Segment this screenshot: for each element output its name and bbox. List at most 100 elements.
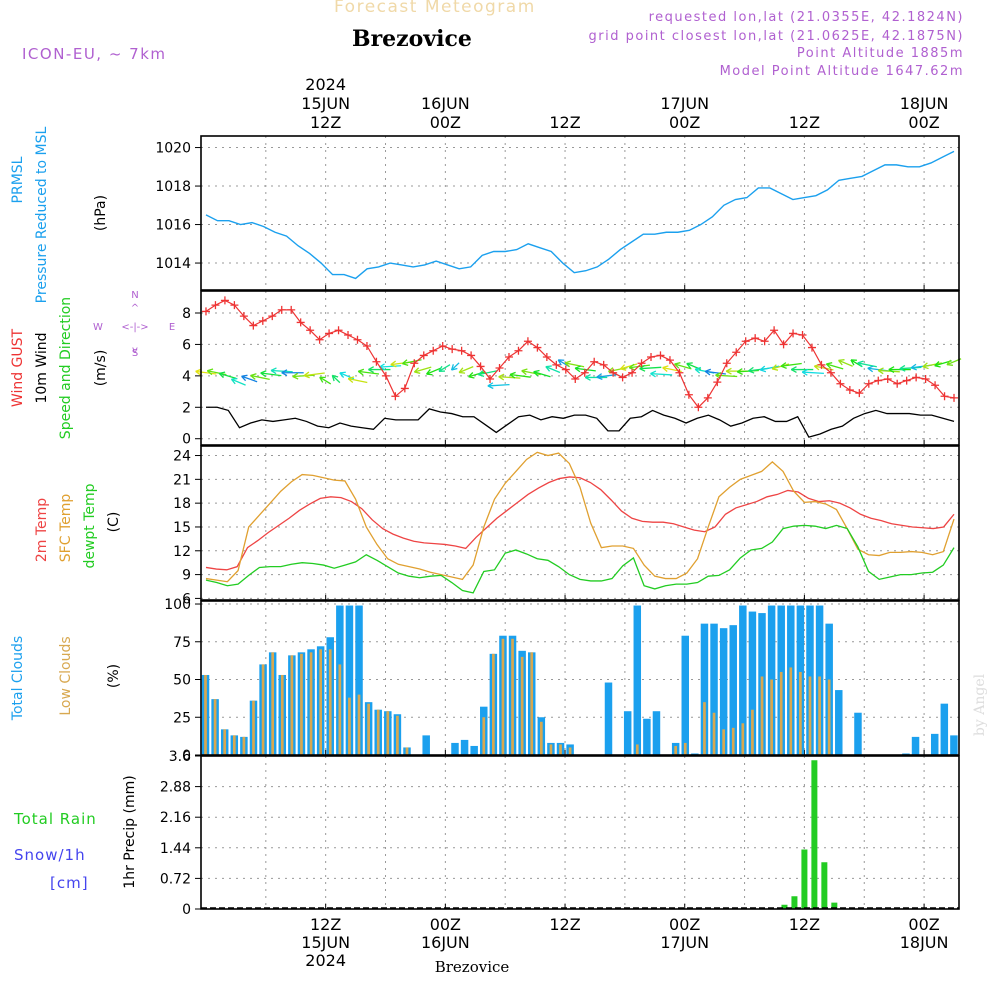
wind-arrow-head: [509, 374, 516, 379]
wind-arrow-head: [934, 361, 940, 367]
top-axis-date: 15JUN: [301, 94, 350, 113]
wind-arrow-head: [426, 373, 433, 376]
wind-arrow: [780, 362, 802, 369]
gust-marker: [258, 316, 267, 325]
bar-low-clouds: [683, 742, 687, 755]
bar-total-clouds: [748, 611, 757, 755]
wind-arrow-head: [331, 375, 335, 382]
wind-arrow-head: [584, 373, 591, 378]
wind-arrow-head: [358, 368, 365, 373]
bar-total-clouds: [950, 735, 958, 755]
wind-arrow-shaft: [674, 363, 692, 370]
wind-arrow-head: [759, 365, 766, 371]
gust-marker: [940, 392, 949, 401]
gust-marker: [684, 390, 693, 399]
wind-arrow: [487, 382, 510, 390]
label-clouds-unit: (%): [106, 664, 122, 688]
wind-arrow: [674, 362, 692, 370]
bar-low-clouds: [213, 699, 217, 755]
wind-arrow-head: [260, 370, 267, 374]
wind-arrow: [584, 373, 608, 381]
wind-arrow-head: [704, 370, 711, 376]
label-wind-gust: Wind GUST: [10, 328, 26, 407]
wind-arrow-head: [459, 371, 466, 374]
wind-arrow-head: [241, 375, 247, 382]
wind-arrow-shaft: [303, 372, 325, 377]
wind-arrow-head: [250, 375, 256, 380]
y-tick-label: 50: [173, 673, 191, 689]
wind-arrow-head: [468, 372, 474, 378]
top-axis-hour: 12Z: [789, 113, 820, 132]
series-line-gust: [205, 299, 955, 409]
gust-marker: [590, 357, 599, 366]
footer-location: Brezovice: [435, 958, 510, 976]
bar-low-clouds: [779, 671, 783, 755]
y-tick-label: 0.72: [160, 871, 191, 887]
wind-arrow-head: [850, 359, 855, 366]
top-axis-date: 16JUN: [421, 94, 470, 113]
gust-marker: [571, 375, 580, 383]
wind-arrow-shaft: [478, 370, 498, 376]
model-altitude: Model Point Altitude 1647.62m: [719, 64, 964, 79]
wind-arrow-head: [790, 369, 797, 374]
label-snow-unit: [cm]: [50, 874, 89, 892]
wind-arrow: [292, 372, 315, 380]
wind-arrow: [533, 369, 551, 378]
y-tick-label: 21: [173, 472, 191, 488]
wind-arrow-shaft: [802, 371, 824, 375]
bar-total-clouds: [633, 605, 642, 755]
y-tick-label: 12: [173, 544, 191, 560]
wind-arrow-shaft: [231, 378, 246, 386]
wind-arrow-shaft: [878, 369, 900, 373]
bar-low-clouds: [751, 709, 754, 755]
gust-marker: [211, 301, 220, 310]
wind-arrow-shaft: [780, 362, 802, 367]
gust-marker: [542, 353, 551, 361]
gust-marker: [855, 389, 864, 398]
gust-marker: [268, 312, 277, 321]
wind-arrow-head: [303, 374, 310, 379]
compass-n: N: [131, 290, 138, 301]
wind-arrow: [303, 371, 325, 379]
gust-marker: [438, 342, 447, 350]
gust-marker: [618, 373, 627, 382]
wind-arrow-shaft: [451, 362, 460, 371]
gust-marker: [950, 393, 959, 402]
wind-arrow-head: [450, 364, 454, 371]
gust-marker: [230, 301, 239, 310]
wind-arrow: [230, 377, 246, 386]
bar-low-clouds: [357, 694, 361, 755]
wind-arrow-head: [533, 371, 539, 377]
bar-low-clouds: [731, 727, 735, 755]
wind-arrow-head: [857, 360, 864, 364]
wind-arrow: [771, 363, 790, 371]
wind-arrow-shaft: [331, 374, 341, 384]
gust-marker: [921, 375, 930, 383]
bar-low-clouds: [539, 721, 543, 755]
wind-arrow: [458, 366, 474, 374]
top-axis-hour: 12Z: [310, 113, 341, 132]
bar-rain: [821, 862, 828, 909]
wind-arrow-head: [219, 371, 226, 375]
wind-arrow-shaft: [521, 370, 541, 376]
gust-marker: [448, 345, 457, 354]
bar-low-clouds: [741, 723, 745, 755]
wind-arrow-shaft: [219, 372, 237, 379]
gust-marker: [751, 334, 760, 343]
wind-arrow: [379, 363, 402, 371]
wind-arrow-head: [857, 362, 863, 368]
bar-total-clouds: [681, 635, 689, 755]
bar-low-clouds: [309, 652, 313, 755]
wind-arrow-head: [557, 359, 562, 366]
gust-marker: [656, 351, 665, 360]
gust-marker: [514, 346, 523, 355]
gust-marker: [344, 331, 353, 339]
wind-arrow-head: [281, 372, 288, 377]
grid-coords: grid point closest lon,lat (21.0625E, 42…: [588, 29, 964, 44]
gust-marker: [770, 326, 779, 335]
label-snow: Snow/1h: [14, 846, 86, 864]
wind-arrow: [281, 369, 304, 377]
panel-frame: [200, 290, 960, 446]
wind-arrow: [402, 359, 422, 367]
gust-marker: [410, 359, 419, 368]
